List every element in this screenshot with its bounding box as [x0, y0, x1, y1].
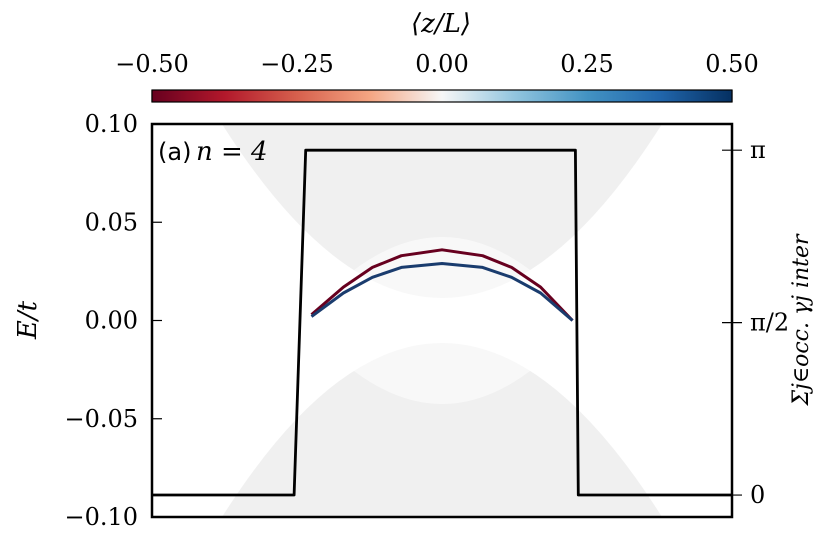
y2-tick-label: π: [750, 136, 766, 164]
panel-annotation: n = 4: [196, 137, 268, 167]
colorbar-tick-label: 0.50: [705, 50, 758, 78]
colorbar: [151, 89, 733, 103]
y2-axis-label: Σj∈occ. γj inter: [789, 233, 814, 407]
band-lower: [222, 343, 662, 517]
colorbar-tick-label: 0.00: [415, 50, 468, 78]
series-lines: [152, 148, 732, 497]
y-tick-label: −0.05: [64, 405, 138, 433]
y-tick-label: −0.10: [64, 503, 138, 531]
y-tick-label: 0.00: [85, 307, 138, 335]
colorbar-tick-label: −0.50: [115, 50, 189, 78]
colorbar-tick-label: −0.25: [260, 50, 334, 78]
band-continuum: [222, 124, 662, 517]
y-axis-ticks: 0.10 0.05 0.00 −0.05 −0.10: [64, 110, 162, 531]
y2-axis-ticks: π π/2 0: [722, 136, 789, 509]
series-line-1: [310, 262, 574, 322]
panel-label: (a): [158, 138, 191, 166]
series-line-2: [152, 148, 732, 497]
band-upper: [222, 124, 662, 298]
y2-tick-label: π/2: [750, 309, 789, 337]
colorbar-tick-label: 0.25: [560, 50, 613, 78]
y-axis-label: E/t: [13, 300, 43, 340]
y-tick-label: 0.10: [85, 110, 138, 138]
y-tick-label: 0.05: [85, 208, 138, 236]
y2-tick-label: 0: [750, 481, 765, 509]
colorbar-label: ⟨z/L⟩: [411, 9, 471, 39]
series-line-0: [310, 248, 574, 322]
